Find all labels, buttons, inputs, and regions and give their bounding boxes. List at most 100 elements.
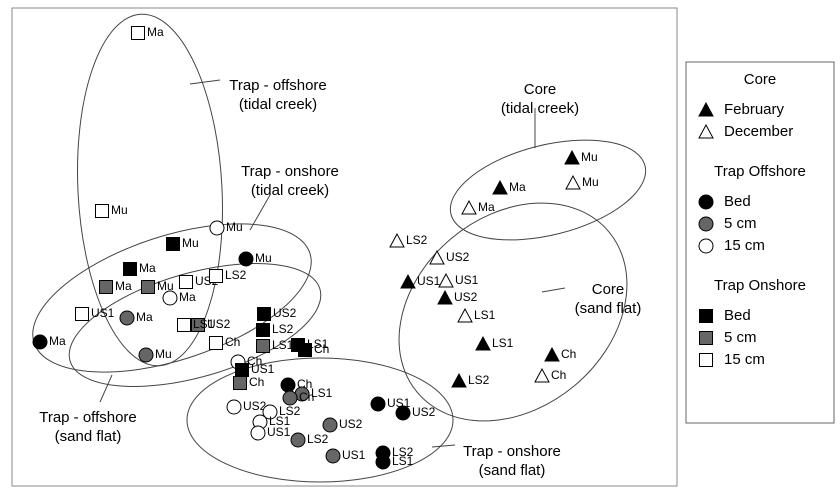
data-point bbox=[256, 339, 270, 353]
legend-marker bbox=[698, 216, 714, 232]
point-label: LS1 bbox=[492, 336, 514, 350]
point-label: Ch bbox=[249, 375, 264, 389]
legend-marker bbox=[699, 331, 713, 345]
leader-line bbox=[541, 287, 566, 293]
point-label: Ma bbox=[115, 279, 132, 293]
data-point bbox=[191, 318, 205, 332]
legend-marker bbox=[699, 353, 713, 367]
data-point bbox=[235, 363, 249, 377]
point-label: LS2 bbox=[392, 445, 414, 459]
data-point bbox=[461, 199, 477, 215]
point-label: Ch bbox=[225, 335, 240, 349]
leader-line bbox=[99, 374, 113, 403]
point-label: US2 bbox=[454, 290, 478, 304]
data-point bbox=[565, 174, 581, 190]
leader-line bbox=[249, 194, 271, 231]
data-point bbox=[131, 26, 145, 40]
point-label: LS1 bbox=[272, 338, 294, 352]
point-label: US1 bbox=[267, 425, 291, 439]
data-point bbox=[209, 220, 225, 236]
annotation: Trap - onshore bbox=[241, 163, 339, 180]
point-label: Mu bbox=[157, 279, 174, 293]
annotation: Trap - offshore bbox=[39, 409, 137, 426]
data-point bbox=[256, 323, 270, 337]
data-point bbox=[325, 448, 341, 464]
point-label: Ma bbox=[136, 310, 153, 324]
data-point bbox=[437, 289, 453, 305]
leader-line bbox=[189, 79, 221, 85]
point-label: US1 bbox=[455, 273, 479, 287]
legend-marker bbox=[698, 194, 714, 210]
cluster-ellipse bbox=[449, 139, 647, 241]
data-point bbox=[123, 262, 137, 276]
data-point bbox=[177, 318, 191, 332]
data-point bbox=[209, 336, 223, 350]
annotation: Core bbox=[524, 81, 557, 98]
point-label: US2 bbox=[273, 306, 297, 320]
annotation: Trap - onshore bbox=[463, 443, 561, 460]
point-label: LS1 bbox=[269, 414, 291, 428]
legend-marker bbox=[698, 238, 714, 254]
point-label: LS2 bbox=[225, 268, 247, 282]
point-label: Ch bbox=[299, 390, 314, 404]
point-label: LS1 bbox=[307, 337, 329, 351]
point-label: Ch bbox=[247, 354, 262, 368]
data-point bbox=[492, 179, 508, 195]
point-label: LS2 bbox=[307, 432, 329, 446]
point-label: LS2 bbox=[279, 404, 301, 418]
point-label: LS1 bbox=[474, 308, 496, 322]
point-label: Ma bbox=[509, 180, 526, 194]
cluster-ellipse bbox=[186, 357, 454, 483]
annotation: (sand flat) bbox=[479, 462, 546, 479]
point-label: Ma bbox=[147, 25, 164, 39]
point-label: US2 bbox=[412, 405, 436, 419]
point-label: LS1 bbox=[193, 317, 215, 331]
data-point bbox=[544, 346, 560, 362]
data-point bbox=[457, 307, 473, 323]
data-point bbox=[534, 367, 550, 383]
point-label: US1 bbox=[342, 448, 366, 462]
cluster-ellipse bbox=[398, 202, 628, 422]
data-point bbox=[179, 275, 193, 289]
point-label: LS1 bbox=[392, 454, 414, 468]
annotation: (sand flat) bbox=[575, 300, 642, 317]
point-label: Mu bbox=[111, 203, 128, 217]
data-point bbox=[226, 399, 242, 415]
point-label: Ch bbox=[561, 347, 576, 361]
legend-label: Bed bbox=[724, 193, 751, 210]
data-point bbox=[257, 307, 271, 321]
point-label: LS2 bbox=[272, 322, 294, 336]
point-label: US1 bbox=[251, 362, 275, 376]
legend-label: 5 cm bbox=[724, 329, 757, 346]
point-label: US1 bbox=[417, 274, 441, 288]
legend-label: December bbox=[724, 123, 793, 140]
data-point bbox=[262, 404, 278, 420]
data-point bbox=[166, 237, 180, 251]
annotation: (tidal creek) bbox=[239, 96, 317, 113]
data-point bbox=[119, 310, 135, 326]
data-point bbox=[400, 273, 416, 289]
annotation: (sand flat) bbox=[55, 428, 122, 445]
data-point bbox=[322, 417, 338, 433]
data-point bbox=[395, 405, 411, 421]
annotation: Trap - offshore bbox=[229, 77, 327, 94]
point-label: LS2 bbox=[468, 373, 490, 387]
point-label: Ch bbox=[314, 342, 329, 356]
data-point bbox=[375, 454, 391, 470]
data-point bbox=[250, 425, 266, 441]
legend-marker bbox=[699, 309, 713, 323]
point-label: US2 bbox=[243, 399, 267, 413]
point-label: Ma bbox=[478, 200, 495, 214]
data-point bbox=[370, 396, 386, 412]
legend-marker bbox=[698, 101, 714, 117]
data-point bbox=[451, 372, 467, 388]
data-point bbox=[238, 251, 254, 267]
leader-line bbox=[431, 444, 456, 448]
legend-label: 5 cm bbox=[724, 215, 757, 232]
data-point bbox=[141, 280, 155, 294]
legend-label: 15 cm bbox=[724, 237, 765, 254]
point-label: Ch bbox=[551, 368, 566, 382]
data-point bbox=[233, 376, 247, 390]
